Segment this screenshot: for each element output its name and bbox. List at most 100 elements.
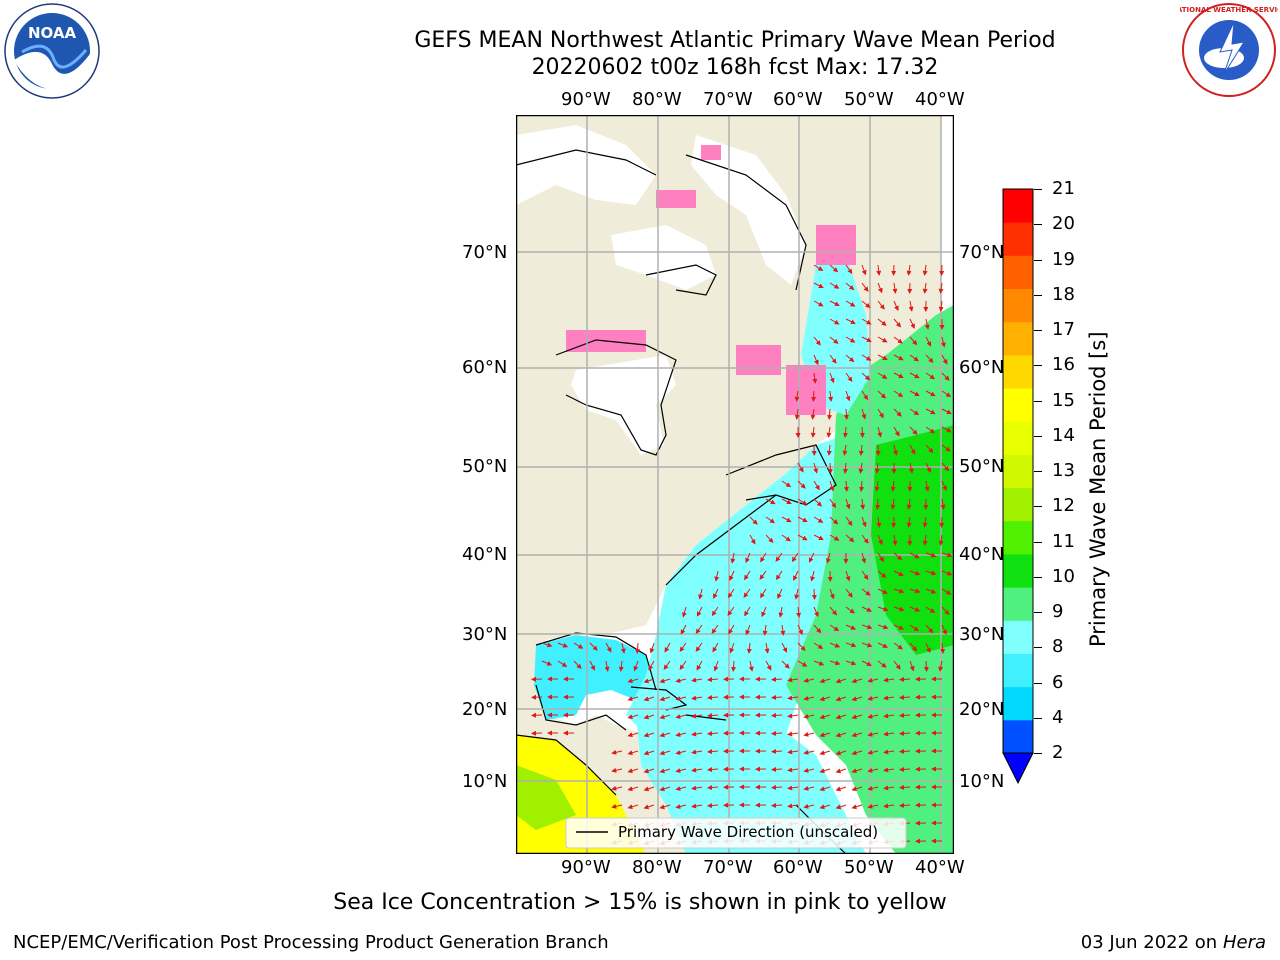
lon-label-top-50w: 50°W xyxy=(844,89,894,110)
wave-direction-arrow xyxy=(899,730,911,736)
wave-direction-arrow xyxy=(771,712,783,718)
wave-direction-arrow xyxy=(659,786,671,792)
wave-direction-arrow xyxy=(845,498,851,510)
wave-direction-arrow xyxy=(729,642,735,654)
wave-direction-arrow xyxy=(713,660,719,672)
colorbar-tick-mark xyxy=(1034,365,1042,367)
wave-direction-arrow xyxy=(675,714,687,719)
baffin-bay xyxy=(691,135,806,285)
wave-direction-arrow xyxy=(941,588,952,595)
wave-direction-arrow xyxy=(811,588,817,600)
wave-direction-arrow xyxy=(883,767,895,773)
wave-direction-arrow xyxy=(941,462,950,472)
wave-direction-arrow xyxy=(611,767,623,773)
wave-direction-arrow xyxy=(938,282,944,294)
wave-direction-arrow xyxy=(765,516,776,524)
wave-direction-arrow xyxy=(893,570,904,577)
colorbar-segment xyxy=(1003,388,1033,422)
wave-direction-arrow xyxy=(925,552,937,558)
wave-direction-arrow xyxy=(695,624,703,635)
wave-direction-arrow xyxy=(649,642,655,654)
wave-direction-arrow xyxy=(765,498,776,505)
lat-label-right-10n: 10°N xyxy=(959,771,1005,792)
wave-direction-arrow xyxy=(925,570,937,576)
colorbar-segment xyxy=(1003,354,1033,389)
lat-label-left-40n: 40°N xyxy=(462,544,508,565)
wave-direction-arrow xyxy=(899,676,911,682)
wave-direction-arrow xyxy=(877,390,887,399)
wave-direction-arrow xyxy=(893,624,905,630)
wave-direction-arrow xyxy=(787,731,799,737)
lon-label-bottom-60w: 60°W xyxy=(773,857,823,878)
wave-direction-arrow xyxy=(829,642,841,648)
colorbar-tick-mark xyxy=(1034,647,1042,649)
wave-direction-arrow xyxy=(843,480,849,492)
wave-direction-arrow xyxy=(893,408,902,417)
footer-branch: NCEP/EMC/Verification Post Processing Pr… xyxy=(13,932,609,953)
colorbar-tick-mark xyxy=(1034,612,1042,613)
wave-direction-arrow xyxy=(829,354,837,364)
wave-direction-arrow xyxy=(845,606,855,614)
wave-direction-arrow xyxy=(712,642,719,653)
colorbar-segment xyxy=(1003,719,1033,754)
wave-direction-arrow xyxy=(605,642,612,653)
colorbar-title: Primary Wave Mean Period [s] xyxy=(1086,331,1110,647)
colorbar-tick-label: 6 xyxy=(1052,671,1064,693)
footer-machine: Hera xyxy=(1222,932,1266,953)
wave-direction-arrow xyxy=(876,516,882,528)
wave-direction-arrow xyxy=(573,660,582,670)
wave-direction-arrow xyxy=(859,480,865,492)
wave-direction-arrow xyxy=(730,552,736,564)
wave-direction-arrow xyxy=(573,642,584,649)
wave-direction-arrow xyxy=(691,713,703,719)
gridlines xyxy=(516,115,954,854)
wave-direction-arrow xyxy=(845,354,855,363)
wave-direction-arrow xyxy=(611,749,623,755)
wave-direction-arrow xyxy=(908,462,914,474)
lon-label-bottom-80w: 80°W xyxy=(632,857,682,878)
wave-direction-arrow xyxy=(787,767,799,773)
wave-direction-arrow xyxy=(861,408,867,420)
wave-direction-arrow xyxy=(867,785,879,791)
wave-direction-arrow xyxy=(797,480,806,489)
wave-direction-arrow xyxy=(541,660,553,666)
colorbar-frame xyxy=(1002,188,1034,754)
wave-direction-arrow xyxy=(744,606,751,617)
chart-title: GEFS MEAN Northwest Atlantic Primary Wav… xyxy=(414,28,1056,53)
wave-direction-arrow xyxy=(874,480,880,492)
wave-direction-arrow xyxy=(727,588,735,599)
wave-direction-arrow xyxy=(829,480,835,492)
wave-direction-arrow xyxy=(861,372,871,381)
wave-direction-arrow xyxy=(861,264,867,276)
wave-direction-arrow xyxy=(908,300,914,312)
wave-direction-arrow xyxy=(851,696,863,702)
colorbar-under-triangle xyxy=(1002,752,1034,785)
wave-direction-arrow xyxy=(675,786,687,791)
wave-direction-arrow xyxy=(829,372,835,384)
wave-direction-arrow xyxy=(909,336,918,346)
wave-direction-arrow xyxy=(643,732,655,738)
wave-direction-arrow xyxy=(557,642,569,648)
wave-direction-arrow xyxy=(691,803,703,809)
wave-direction-arrow xyxy=(829,300,840,306)
wave-direction-arrow xyxy=(845,660,857,666)
wave-direction-arrow xyxy=(893,444,898,456)
wave-direction-arrow xyxy=(925,372,936,380)
wave-direction-arrow xyxy=(922,282,928,294)
wave-direction-arrow xyxy=(851,804,863,810)
wave-direction-arrow xyxy=(922,264,928,276)
wave-direction-arrow xyxy=(771,766,783,772)
wave-direction-arrow xyxy=(925,426,936,434)
wave-direction-arrow xyxy=(813,642,824,649)
wave-direction-arrow xyxy=(843,408,849,420)
lat-label-left-50n: 50°N xyxy=(462,456,508,477)
wave-direction-arrow xyxy=(899,766,911,772)
wave-direction-arrow xyxy=(643,786,655,792)
colorbar-segment xyxy=(1003,222,1033,256)
wave-direction-arrow xyxy=(611,803,623,809)
wave-direction-arrow xyxy=(909,642,918,652)
wave-direction-arrow xyxy=(899,694,911,700)
lat-label-left-10n: 10°N xyxy=(462,771,508,792)
wave-direction-arrow xyxy=(909,570,921,576)
wave-direction-arrow xyxy=(811,390,817,402)
